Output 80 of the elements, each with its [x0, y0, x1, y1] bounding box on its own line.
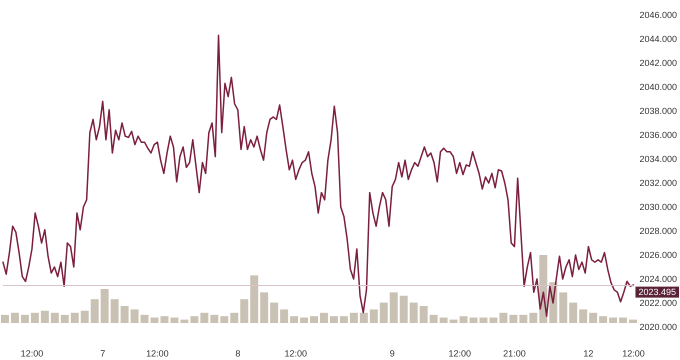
bar: [479, 318, 488, 323]
bar: [160, 316, 168, 323]
bar: [569, 302, 578, 323]
bar: [50, 312, 59, 323]
y-tick-label: 2020.000: [639, 322, 678, 332]
x-tick-label: 12:00: [284, 348, 307, 358]
bar: [180, 320, 188, 323]
bar: [370, 309, 378, 323]
x-tick-label: 12:00: [448, 348, 472, 358]
bar: [340, 316, 348, 323]
x-tick-label: 12:00: [20, 348, 44, 358]
y-tick-label: 2036.000: [639, 130, 678, 140]
bar: [430, 314, 438, 323]
y-tick-label: 2030.000: [639, 202, 678, 212]
bar: [280, 309, 288, 323]
bar: [190, 316, 198, 323]
bar: [110, 299, 119, 323]
x-tick-label: 12:00: [622, 348, 645, 358]
x-tick-label: 21:00: [503, 348, 526, 358]
bar: [519, 314, 528, 323]
bar: [200, 312, 208, 323]
bar: [380, 302, 388, 323]
bar: [609, 318, 618, 323]
y-tick-label: 2034.000: [639, 154, 678, 164]
bar: [629, 320, 638, 323]
bar: [250, 275, 258, 323]
bar: [40, 310, 49, 323]
y-tick-label: 2024.000: [639, 274, 678, 284]
bar: [290, 316, 298, 323]
bar: [210, 314, 218, 323]
bar: [529, 312, 538, 323]
bar: [260, 292, 268, 323]
bar: [60, 314, 69, 323]
y-tick-label: 2028.000: [639, 226, 678, 236]
bar: [220, 316, 228, 323]
y-tick-label: 2042.000: [639, 58, 678, 68]
y-tick-label: 2032.000: [639, 178, 678, 188]
x-tick-label: 8: [235, 348, 240, 358]
bar: [270, 302, 278, 323]
y-tick-label: 2040.000: [639, 82, 678, 92]
bar: [499, 312, 508, 323]
bar: [589, 312, 598, 323]
bar: [470, 318, 478, 323]
bar: [20, 314, 29, 323]
x-tick-label: 12: [583, 348, 594, 358]
bar: [330, 316, 338, 323]
bar: [599, 316, 608, 323]
bar: [450, 320, 458, 323]
bar: [410, 302, 418, 323]
bar: [489, 318, 498, 323]
bar: [10, 312, 19, 323]
bar: [140, 314, 149, 323]
bar: [0, 314, 9, 323]
bar: [170, 318, 178, 323]
bar: [460, 316, 468, 323]
bar: [350, 312, 358, 323]
x-tick-label: 7: [100, 348, 106, 358]
y-tick-label: 2026.000: [639, 250, 678, 260]
bar: [420, 306, 428, 323]
y-tick-label: 2046.000: [639, 10, 678, 20]
bar: [579, 309, 588, 323]
bar: [320, 312, 328, 323]
bar: [310, 316, 318, 323]
bar: [509, 314, 518, 323]
bar: [100, 289, 109, 323]
bar: [90, 299, 99, 323]
x-tick-label: 9: [390, 348, 395, 358]
x-tick-label: 12:00: [146, 348, 169, 358]
y-tick-label: 2038.000: [639, 106, 678, 116]
bar: [150, 318, 159, 323]
ref-line-label: 2023.495: [638, 287, 676, 298]
y-tick-label: 2022.000: [639, 298, 678, 308]
bar: [120, 306, 129, 323]
bar: [130, 309, 139, 323]
bar: [30, 312, 39, 323]
bar: [619, 318, 628, 323]
bar: [300, 318, 308, 323]
bar: [360, 312, 368, 323]
y-tick-label: 2044.000: [639, 34, 678, 44]
bar: [440, 318, 448, 323]
